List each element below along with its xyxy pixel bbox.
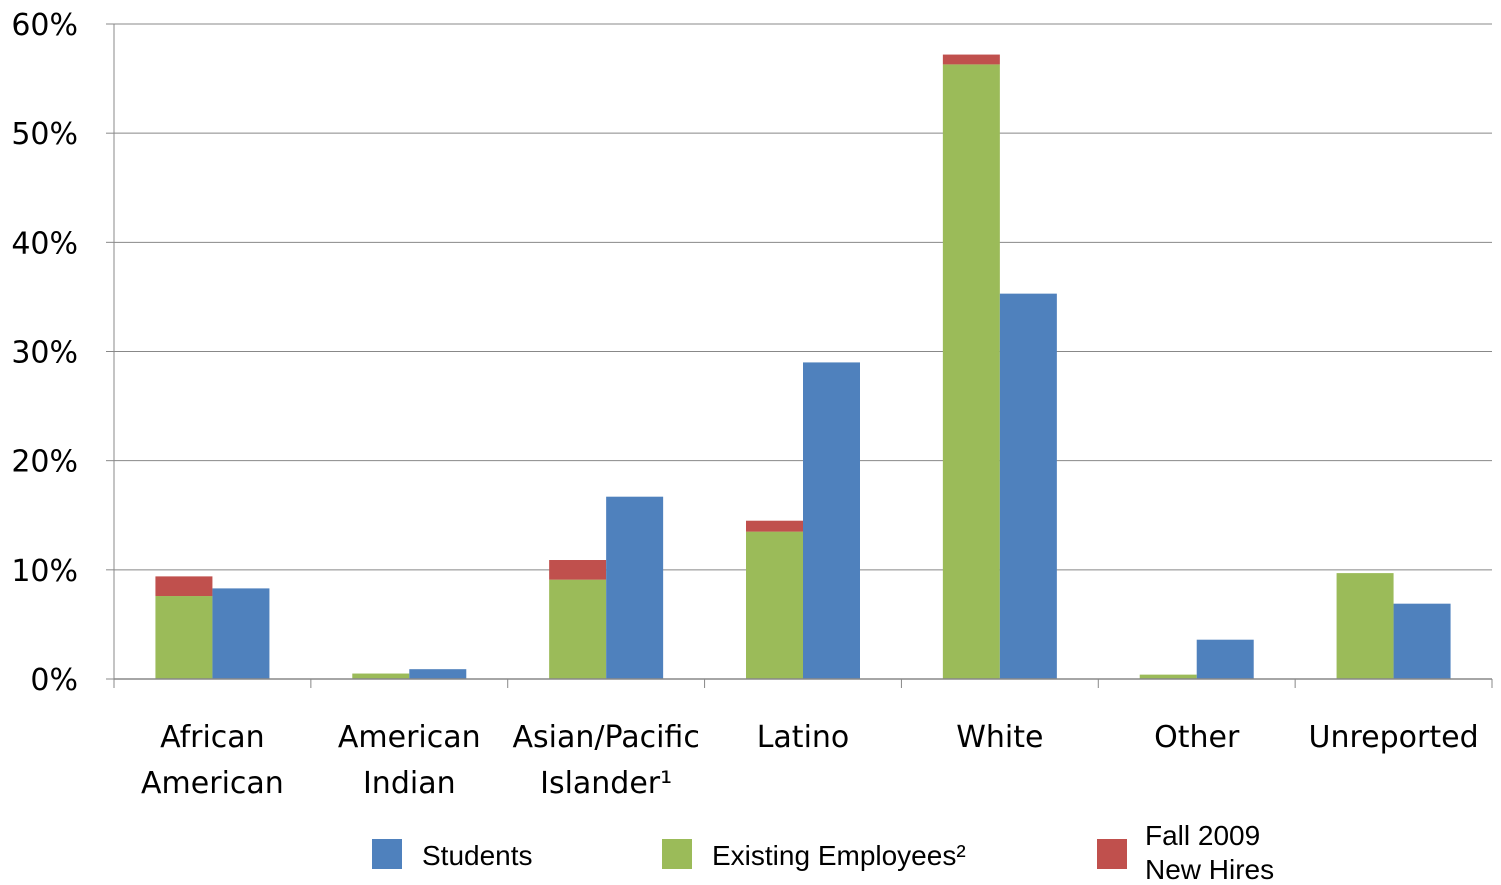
bars [155, 54, 1451, 680]
bar-existing-employees [1336, 573, 1394, 679]
bar-students [999, 293, 1057, 679]
x-category-label: Indian [363, 766, 456, 801]
bar-existing-employees [155, 596, 213, 679]
y-tick-label: 60% [11, 8, 78, 43]
y-tick-label: 40% [11, 226, 78, 261]
bar-existing-employees [746, 531, 803, 679]
x-category-label: Islander¹ [540, 766, 672, 801]
gridlines [114, 23, 1492, 571]
x-category-label: Asian/Pacific [512, 720, 699, 755]
y-tick-label: 50% [11, 117, 78, 152]
x-category-label: Unreported [1309, 720, 1479, 755]
bar-existing-employees [1139, 674, 1197, 679]
legend-label: New Hires [1145, 854, 1274, 885]
bar-existing-employees [352, 673, 410, 679]
legend-swatch [372, 839, 402, 869]
legend-swatch [1097, 839, 1127, 869]
y-axis-ticks: 0% 10% 20% 30% 40% 50% 60% [11, 8, 78, 698]
bar-students [1393, 603, 1451, 679]
bar-existing-employees [942, 64, 1000, 680]
x-category-label: American [141, 766, 284, 801]
legend: Students Existing Employees² Fall 2009New … [372, 820, 1274, 885]
bar-students [803, 362, 860, 679]
bar-students [212, 588, 270, 679]
legend-label: Fall 2009 [1145, 820, 1260, 851]
bar-students [1196, 639, 1254, 679]
x-axis-categories: African American American Indian Asian/Pacif… [141, 720, 1479, 801]
bar-new-hires [746, 520, 803, 532]
bar-new-hires [549, 560, 607, 580]
y-tick-label: 30% [11, 336, 78, 371]
bar-students [606, 496, 664, 679]
axes [106, 23, 1493, 688]
x-category-label: Latino [757, 720, 850, 755]
legend-label: Students [422, 840, 533, 871]
bar-existing-employees [549, 579, 607, 679]
legend-swatch [662, 839, 692, 869]
bar-new-hires [942, 54, 1000, 65]
y-tick-label: 20% [11, 445, 78, 480]
y-tick-label: 0% [30, 663, 78, 698]
x-category-label: White [956, 720, 1043, 755]
x-category-label: African [160, 720, 265, 755]
bar-new-hires [155, 576, 213, 597]
y-tick-label: 10% [11, 554, 78, 589]
x-category-label: American [338, 720, 481, 755]
legend-label: Existing Employees² [712, 840, 966, 871]
bar-students [409, 669, 467, 679]
x-category-label: Other [1154, 720, 1240, 755]
